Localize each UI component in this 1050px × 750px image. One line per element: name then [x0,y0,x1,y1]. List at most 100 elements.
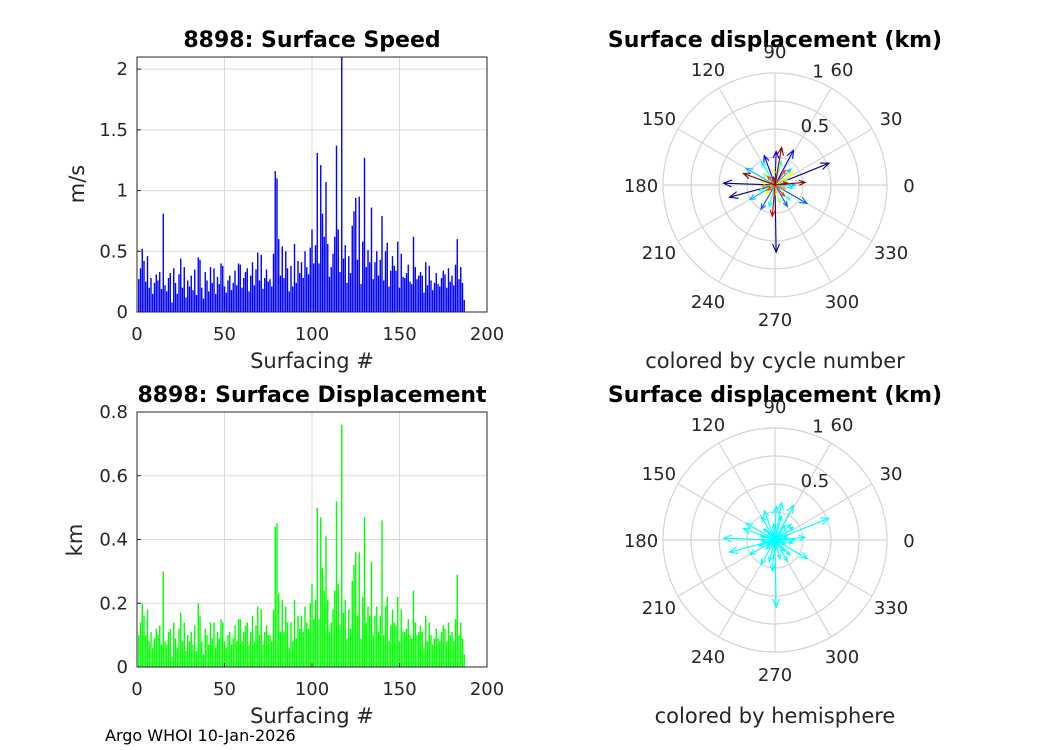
bar [444,274,446,312]
bar [292,641,294,667]
bar [278,593,280,667]
bar [384,606,387,667]
bar [416,279,418,312]
bar [430,635,432,668]
bar [295,282,297,312]
bar [400,253,402,312]
bar [258,635,261,668]
displacement-arrow [774,526,795,541]
bar [157,635,159,668]
bar [334,236,336,312]
bar [423,292,425,312]
bar [360,638,362,667]
bar [260,609,262,668]
bar [152,293,154,312]
bar [255,625,257,667]
bar [463,654,465,667]
bar [372,635,374,668]
bar [251,262,254,312]
bar [206,635,208,668]
bar [325,536,327,667]
bar [405,273,408,312]
bar [439,286,441,312]
bar [192,290,194,312]
bar [209,622,212,668]
bar [414,622,416,668]
bar [377,275,380,312]
radial-tick-label: 1 [812,416,823,437]
bar [307,628,310,667]
chart-title: 8898: Surface Speed [183,28,440,53]
bar [153,282,156,312]
bar [167,278,170,312]
y-tick-label: 0.2 [99,593,128,614]
bar [391,256,394,312]
displacement-arrow [769,539,776,573]
bar [244,271,247,312]
bar [225,647,227,668]
bar [180,258,182,312]
bar [419,625,422,667]
bar [230,290,233,312]
bar [267,635,269,668]
bar [276,523,278,667]
bar [433,638,436,667]
bar [344,245,346,312]
displacement-arrow [774,534,807,541]
bar [139,622,142,668]
bar [300,616,303,667]
bar [381,216,383,312]
bar [449,635,451,668]
angle-label: 180 [624,531,658,552]
bar [201,641,203,667]
bar [292,286,294,312]
bar [330,622,332,668]
bar [398,287,401,312]
bar [356,259,359,312]
displacement-arrow [774,184,787,190]
bar [227,635,229,668]
bar [260,254,262,312]
bar [398,641,401,667]
bar [332,609,334,668]
bar [274,526,276,667]
bar [367,606,369,667]
bar [325,182,327,312]
bar [171,302,173,312]
bar [316,507,318,668]
bar [348,256,350,312]
bar [188,641,191,667]
y-tick-label: 1.5 [99,120,128,141]
bar [246,622,248,668]
displacement-arrow [722,179,776,188]
bar [243,631,245,667]
bar [188,286,191,312]
bar [337,229,339,312]
bar [414,267,416,312]
x-axis-label: Surfacing # [250,704,374,728]
chart-title: Surface displacement (km) [608,383,942,408]
displacement-arrow [774,524,787,541]
bar [197,257,199,312]
bar [279,275,282,312]
bar [262,644,264,667]
bar [463,299,465,312]
bar [302,631,304,667]
bar [222,622,224,668]
y-tick-label: 0 [117,302,128,323]
bar [432,644,434,667]
angle-label: 120 [691,415,725,436]
bar [412,236,415,312]
bar [159,625,161,667]
bar [176,293,178,312]
bar [171,657,173,667]
bar [176,647,178,668]
surface-speed-chart: 8898: Surface Speed 0 50 100 150 200 0 0.5 1 1.5… [65,28,504,373]
bar [190,631,192,667]
x-axis-label: Surfacing # [250,349,374,373]
bar [374,262,376,312]
bar [313,619,315,667]
bar [218,638,220,667]
chart-subtitle: colored by cycle number [645,349,905,373]
footer-credit: Argo WHOI 10-Jan-2026 [105,726,296,745]
